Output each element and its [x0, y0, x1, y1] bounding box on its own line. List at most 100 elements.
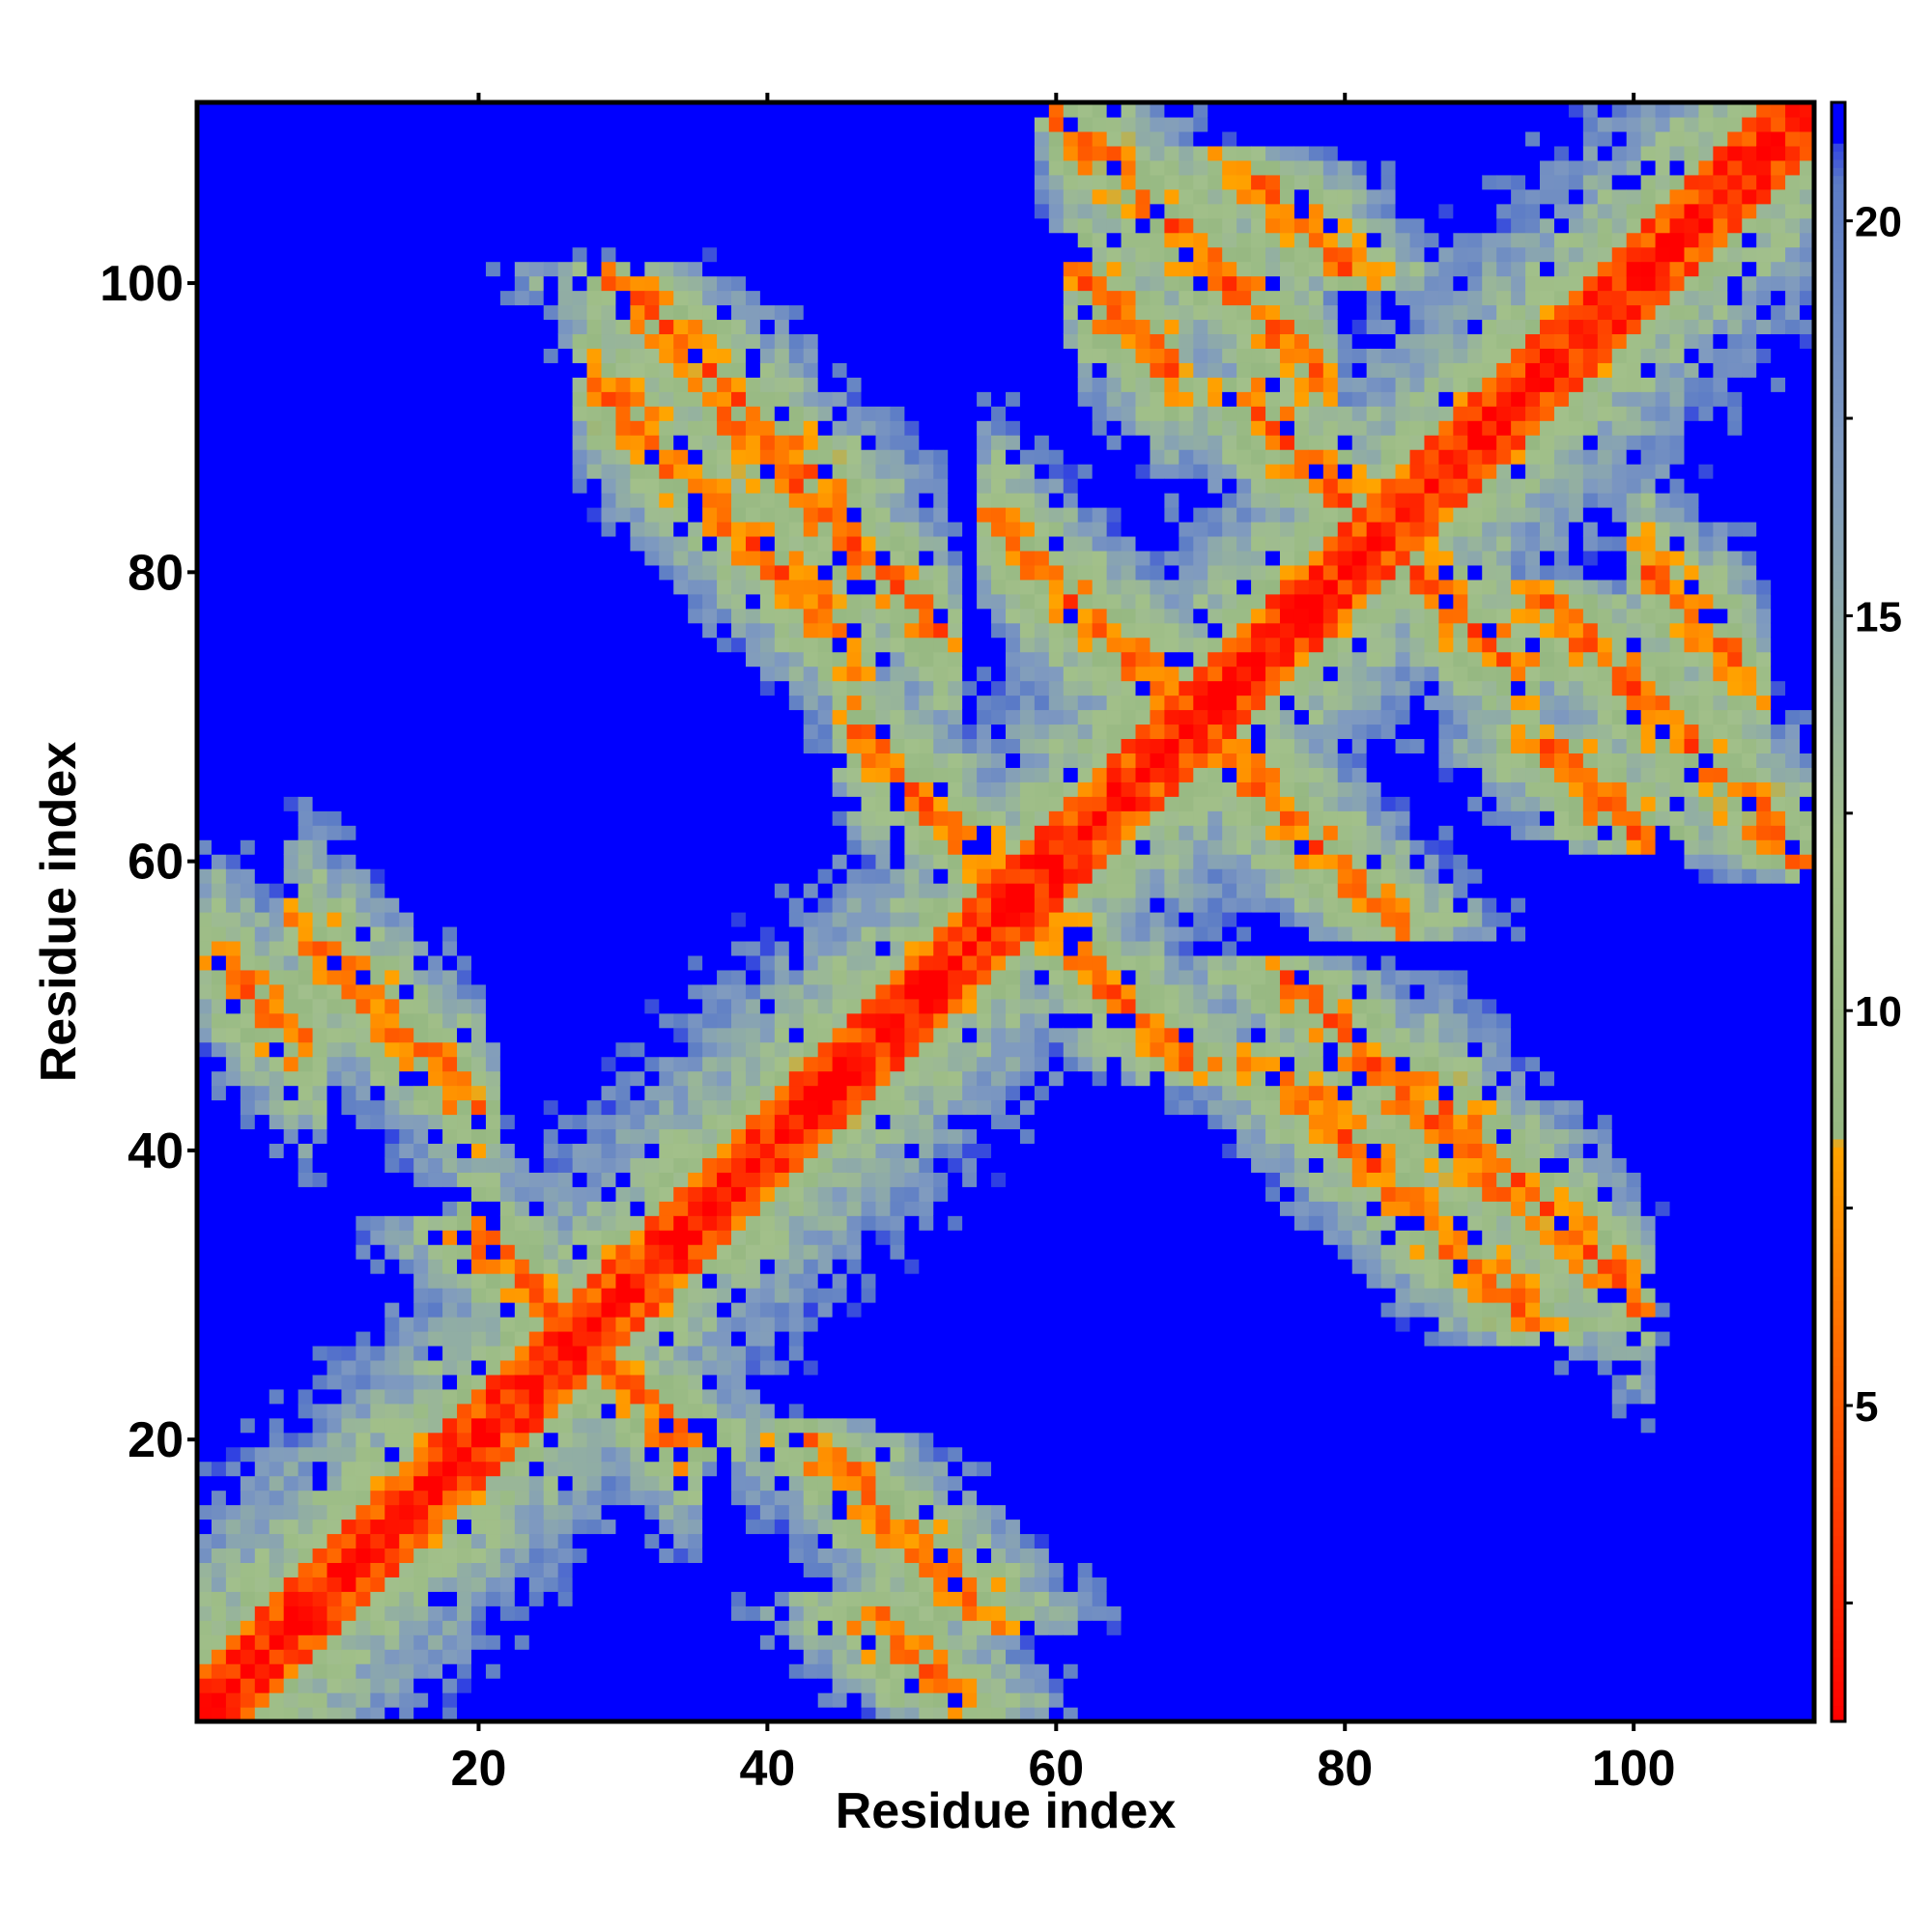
heatmap-cell: [499, 275, 516, 292]
heatmap-cell: [428, 854, 443, 869]
heatmap-cell: [759, 1288, 776, 1303]
heatmap-cell: [312, 1128, 328, 1145]
heatmap-cell: [355, 1707, 371, 1722]
heatmap-cell: [673, 897, 689, 913]
heatmap-cell: [557, 1230, 574, 1245]
heatmap-cell: [312, 1707, 328, 1722]
heatmap-cell: [312, 406, 328, 421]
heatmap-cell: [644, 1403, 660, 1419]
heatmap-cell: [370, 666, 385, 682]
heatmap-cell: [428, 868, 443, 884]
heatmap-cell: [457, 1562, 472, 1577]
heatmap-cell: [543, 1388, 559, 1405]
heatmap-cell: [457, 377, 472, 392]
heatmap-cell: [442, 1678, 458, 1693]
heatmap-cell: [514, 868, 530, 884]
heatmap-cell: [788, 753, 805, 768]
heatmap-cell: [312, 188, 328, 205]
heatmap-cell: [572, 796, 588, 811]
heatmap-cell: [413, 651, 429, 668]
heatmap-cell: [572, 1605, 588, 1621]
heatmap-cell: [327, 1056, 343, 1072]
heatmap-cell: [557, 1562, 574, 1577]
heatmap-cell: [788, 1288, 805, 1303]
heatmap-cell: [759, 1157, 776, 1173]
heatmap-cell: [197, 493, 213, 508]
heatmap-cell: [197, 767, 213, 782]
heatmap-cell: [298, 925, 314, 942]
heatmap-cell: [254, 1012, 270, 1029]
heatmap-cell: [630, 1302, 645, 1318]
heatmap-cell: [528, 1330, 545, 1347]
heatmap-cell: [327, 232, 343, 248]
heatmap-cell: [254, 709, 270, 725]
heatmap-cell: [543, 1359, 559, 1376]
heatmap-cell: [327, 1244, 343, 1260]
heatmap-cell: [457, 478, 472, 494]
heatmap-cell: [254, 493, 270, 508]
heatmap-cell: [499, 1128, 516, 1145]
heatmap-cell: [817, 767, 834, 782]
heatmap-cell: [399, 1475, 414, 1492]
heatmap-cell: [644, 261, 660, 277]
heatmap-cell: [615, 493, 631, 508]
heatmap-cell: [615, 651, 631, 668]
heatmap-cell: [399, 535, 414, 552]
heatmap-cell: [673, 1504, 689, 1520]
heatmap-cell: [630, 839, 645, 855]
heatmap-cell: [717, 954, 732, 971]
heatmap-cell: [731, 1288, 747, 1303]
heatmap-cell: [254, 1403, 270, 1419]
heatmap-cell: [457, 507, 472, 523]
heatmap-cell: [370, 1577, 385, 1592]
heatmap-cell: [788, 1317, 805, 1332]
heatmap-cell: [499, 464, 516, 479]
heatmap-cell: [211, 391, 227, 407]
heatmap-cell: [197, 983, 213, 1000]
heatmap-cell: [442, 983, 458, 1000]
heatmap-cell: [327, 781, 343, 797]
heatmap-cell: [817, 246, 834, 263]
heatmap-cell: [254, 1548, 270, 1563]
heatmap-cell: [557, 1649, 574, 1664]
heatmap-cell: [384, 564, 400, 581]
heatmap-cell: [543, 954, 559, 971]
heatmap-cell: [254, 290, 270, 306]
heatmap-cell: [774, 969, 790, 985]
heatmap-cell: [731, 535, 747, 552]
heatmap-cell: [413, 1230, 429, 1245]
heatmap-cell: [442, 1330, 458, 1347]
heatmap-cell: [470, 1577, 487, 1592]
heatmap-cell: [428, 1663, 443, 1679]
heatmap-cell: [211, 1446, 227, 1463]
heatmap-cell: [572, 695, 588, 711]
heatmap-cell: [601, 666, 617, 682]
heatmap-cell: [759, 1374, 776, 1390]
heatmap-cell: [225, 724, 242, 740]
heatmap-cell: [745, 1186, 761, 1202]
heatmap-cell: [211, 868, 227, 884]
heatmap-cell: [644, 1374, 660, 1390]
heatmap-cell: [601, 435, 617, 450]
heatmap-cell: [528, 116, 545, 132]
heatmap-cell: [442, 304, 458, 321]
heatmap-cell: [283, 564, 299, 581]
heatmap-cell: [442, 1041, 458, 1058]
heatmap-cell: [731, 1504, 747, 1520]
heatmap-cell: [428, 1027, 443, 1043]
heatmap-cell: [298, 507, 314, 523]
heatmap-cell: [601, 796, 617, 811]
heatmap-cell: [717, 174, 732, 190]
heatmap-cell: [659, 579, 674, 595]
heatmap-cell: [586, 564, 603, 581]
heatmap-cell: [312, 1186, 328, 1202]
heatmap-cell: [384, 1259, 400, 1274]
heatmap-cell: [457, 1707, 472, 1722]
heatmap-cell: [240, 1128, 256, 1145]
heatmap-cell: [601, 810, 617, 826]
heatmap-cell: [327, 261, 343, 277]
heatmap-cell: [413, 550, 429, 566]
heatmap-cell: [399, 1273, 414, 1289]
heatmap-cell: [298, 998, 314, 1014]
heatmap-cell: [470, 680, 487, 696]
